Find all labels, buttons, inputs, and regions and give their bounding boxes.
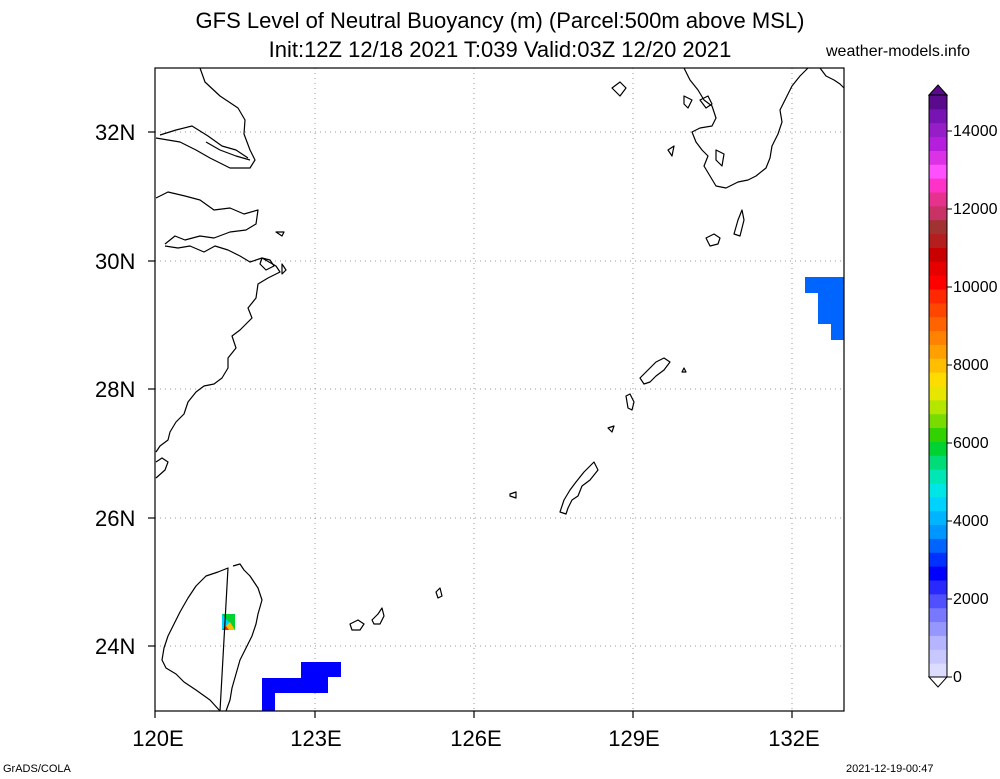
- colorbar-swatch: [929, 496, 947, 512]
- colorbar-swatch: [929, 205, 947, 221]
- colorbar-swatch: [929, 372, 947, 387]
- colorbar: [927, 84, 952, 688]
- kyushu-west-islands: [683, 95, 713, 109]
- map-title: GFS Level of Neutral Buoyancy (m) (Parce…: [195, 8, 805, 33]
- coastlines: [155, 67, 845, 712]
- colorbar-label-10000: 10000: [953, 279, 998, 296]
- colorbar-swatch: [929, 552, 947, 567]
- colorbar-swatch: [929, 95, 947, 110]
- lat-label-30n: 30N: [95, 249, 136, 274]
- gridlines: [155, 68, 844, 711]
- footer-timestamp: 2021-12-19-00:47: [846, 763, 934, 775]
- colorbar-swatch: [929, 344, 947, 359]
- lon-label-126e: 126E: [450, 726, 502, 751]
- colorbar-swatch: [929, 261, 947, 276]
- amami-island: [639, 357, 671, 385]
- colorbar-swatch: [929, 150, 947, 165]
- lnb-field: [222, 277, 844, 711]
- colorbar-swatch: [929, 510, 947, 526]
- lat-label-32n: 32N: [95, 120, 136, 145]
- colorbar-label-12000: 12000: [953, 201, 998, 218]
- colorbar-min-arrow: [927, 676, 949, 688]
- colorbar-swatch: [929, 593, 947, 609]
- axis-ticks: [148, 131, 793, 718]
- yangtze-estuary: [159, 125, 251, 161]
- colorbar-swatch: [929, 219, 947, 235]
- colorbar-swatch: [929, 164, 947, 179]
- colorbar-swatch: [929, 108, 947, 124]
- kyushu-bay: [715, 149, 725, 167]
- colorbar-swatch: [929, 289, 947, 304]
- colorbar-label-0: 0: [953, 669, 962, 686]
- colorbar-swatch: [929, 663, 947, 678]
- tokunoshima: [625, 393, 635, 411]
- lon-label-123e: 123E: [290, 726, 342, 751]
- colorbar-label-2000: 2000: [953, 591, 989, 608]
- colorbar-swatch: [929, 524, 947, 539]
- colorbar-swatch: [929, 178, 947, 193]
- yakushima: [705, 233, 721, 247]
- map-subtitle: Init:12Z 12/18 2021 T:039 Valid:03Z 12/2…: [268, 37, 732, 62]
- shikoku-coast: [819, 67, 845, 89]
- colorbar-swatch: [929, 386, 947, 401]
- china-coast-south: [155, 457, 169, 479]
- colorbar-swatch: [929, 635, 947, 650]
- colorbar-swatch: [929, 399, 947, 415]
- colorbar-swatch: [929, 122, 947, 138]
- colorbar-swatch: [929, 469, 947, 484]
- field-cell-taiwan-red: [222, 626, 229, 630]
- goto-islands: [611, 81, 675, 157]
- lat-label-28n: 28N: [95, 377, 136, 402]
- colorbar-swatch: [929, 580, 947, 595]
- colorbar-swatch: [929, 607, 947, 623]
- colorbar-label-14000: 14000: [953, 123, 998, 140]
- colorbar-swatch: [929, 427, 947, 442]
- colorbar-label-6000: 6000: [953, 435, 989, 452]
- colorbar-swatch: [929, 441, 947, 456]
- field-cell-east: [805, 277, 844, 340]
- okinoerabu: [607, 425, 615, 433]
- colorbar-swatch: [929, 136, 947, 151]
- lon-label-120e: 120E: [132, 726, 184, 751]
- colorbar-swatch: [929, 247, 947, 262]
- kume-island: [509, 491, 517, 499]
- colorbar-swatch: [929, 330, 947, 345]
- lon-label-129e: 129E: [608, 726, 660, 751]
- tanegashima: [733, 209, 745, 237]
- colorbar-swatch: [929, 538, 947, 553]
- colorbar-max-arrow: [927, 84, 949, 96]
- colorbar-label-8000: 8000: [953, 357, 989, 374]
- colorbar-swatch: [929, 483, 947, 498]
- ryukyu-yaeyama: [349, 607, 385, 631]
- lon-label-132e: 132E: [768, 726, 820, 751]
- colorbar-swatch: [929, 455, 947, 470]
- footer-credit: GrADS/COLA: [3, 763, 71, 775]
- ryukyu-miyako: [435, 587, 443, 599]
- lat-label-26n: 26N: [95, 506, 136, 531]
- colorbar-swatch: [929, 275, 947, 290]
- map-area: [155, 68, 844, 711]
- colorbar-swatch: [929, 192, 947, 207]
- colorbar-swatch: [929, 621, 947, 636]
- colorbar-label-4000: 4000: [953, 513, 989, 530]
- colorbar-swatch: [929, 358, 947, 373]
- colorbar-swatch: [929, 413, 947, 429]
- colorbar-swatch: [929, 316, 947, 332]
- kikai-island: [681, 367, 687, 373]
- china-coast: [155, 67, 281, 453]
- taiwan-coast: [161, 563, 263, 712]
- field-cell-south: [262, 662, 341, 711]
- zhoushan-islands: [259, 231, 287, 275]
- colorbar-swatch: [929, 302, 947, 318]
- colorbar-swatch: [929, 649, 947, 664]
- okinawa: [559, 461, 599, 515]
- colorbar-swatch: [929, 233, 947, 248]
- site-credit: weather-models.info: [826, 43, 971, 60]
- colorbar-swatch: [929, 566, 947, 581]
- colorbar-outline: [928, 94, 948, 678]
- lat-label-24n: 24N: [95, 634, 136, 659]
- kyushu-coast: [683, 67, 809, 189]
